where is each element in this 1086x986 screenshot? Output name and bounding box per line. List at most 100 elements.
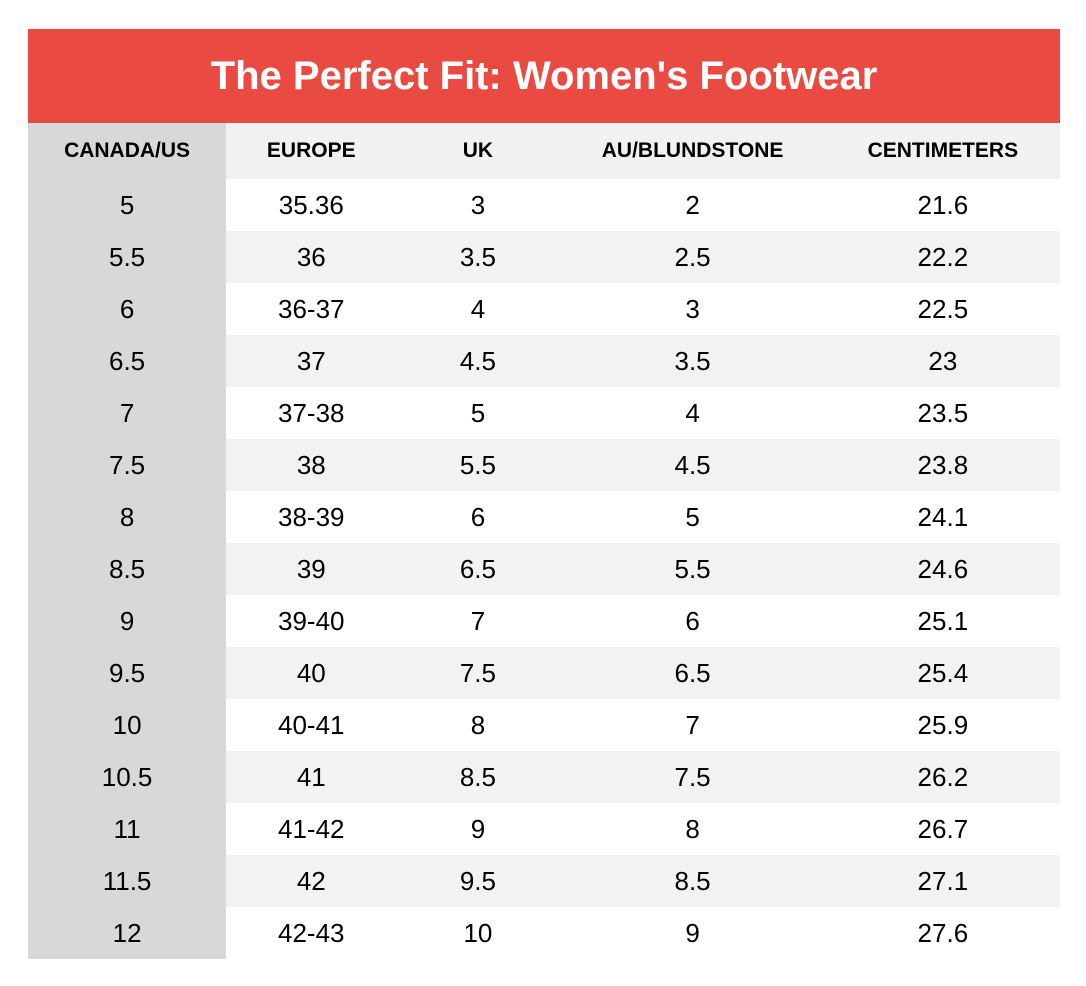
- table-cell-uk: 9: [396, 803, 560, 855]
- table-cell-europe: 35.36: [226, 179, 397, 231]
- table-cell-canada-us: 11.5: [28, 855, 227, 907]
- table-cell-au-blundstone: 4: [559, 387, 826, 439]
- table-cell-au-blundstone: 4.5: [559, 439, 826, 491]
- table-cell-au-blundstone: 6: [559, 595, 826, 647]
- table-row: 5 35.36 3 2 21.6: [28, 179, 1060, 231]
- table-cell-europe: 40: [226, 647, 397, 699]
- table-cell-uk: 5: [396, 387, 560, 439]
- table-cell-au-blundstone: 8: [559, 803, 826, 855]
- table-row: 12 42-43 10 9 27.6: [28, 907, 1060, 959]
- table-row: 10.5 41 8.5 7.5 26.2: [28, 751, 1060, 803]
- table-cell-europe: 37-38: [226, 387, 397, 439]
- table-cell-canada-us: 6.5: [28, 335, 227, 387]
- table-cell-au-blundstone: 7.5: [559, 751, 826, 803]
- table-cell-canada-us: 7: [28, 387, 227, 439]
- table-cell-europe: 40-41: [226, 699, 397, 751]
- table-cell-europe: 42: [226, 855, 397, 907]
- table-cell-uk: 3.5: [396, 231, 560, 283]
- table-cell-europe: 42-43: [226, 907, 397, 959]
- table-cell-canada-us: 9.5: [28, 647, 227, 699]
- table-cell-canada-us: 11: [28, 803, 227, 855]
- table-cell-centimeters: 26.2: [825, 751, 1060, 803]
- table-row: 6 36-37 4 3 22.5: [28, 283, 1060, 335]
- table-cell-uk: 9.5: [396, 855, 560, 907]
- table-cell-uk: 4.5: [396, 335, 560, 387]
- table-cell-europe: 38-39: [226, 491, 397, 543]
- table-cell-europe: 39-40: [226, 595, 397, 647]
- size-chart-infographic: The Perfect Fit: Women's Footwear CANADA…: [28, 29, 1060, 959]
- table-cell-canada-us: 6: [28, 283, 227, 335]
- table-cell-uk: 5.5: [396, 439, 560, 491]
- table-cell-europe: 37: [226, 335, 397, 387]
- table-cell-canada-us: 10: [28, 699, 227, 751]
- table-cell-uk: 6: [396, 491, 560, 543]
- table-row: 9.5 40 7.5 6.5 25.4: [28, 647, 1060, 699]
- table-cell-uk: 4: [396, 283, 560, 335]
- table-cell-europe: 41-42: [226, 803, 397, 855]
- page-title: The Perfect Fit: Women's Footwear: [210, 53, 878, 98]
- table-row: 6.5 37 4.5 3.5 23: [28, 335, 1060, 387]
- table-cell-au-blundstone: 7: [559, 699, 826, 751]
- table-cell-europe: 36-37: [226, 283, 397, 335]
- table-cell-canada-us: 5.5: [28, 231, 227, 283]
- table-cell-canada-us: 5: [28, 179, 227, 231]
- table-cell-uk: 3: [396, 179, 560, 231]
- table-cell-au-blundstone: 2.5: [559, 231, 826, 283]
- header-row: CANADA/US EUROPE UK AU/BLUNDSTONE CENTIMETER…: [28, 123, 1060, 179]
- table-row: 10 40-41 8 7 25.9: [28, 699, 1060, 751]
- table-cell-au-blundstone: 5.5: [559, 543, 826, 595]
- table-cell-au-blundstone: 8.5: [559, 855, 826, 907]
- table-cell-centimeters: 26.7: [825, 803, 1060, 855]
- table-cell-canada-us: 7.5: [28, 439, 227, 491]
- column-header-au-blundstone: AU/BLUNDSTONE: [559, 123, 826, 179]
- table-row: 11.5 42 9.5 8.5 27.1: [28, 855, 1060, 907]
- table-cell-uk: 8.5: [396, 751, 560, 803]
- table-body: 5 35.36 3 2 21.6 5.5 36 3.5 2.5 22.2 6 36-37 4 3 22.5 6…: [28, 179, 1060, 959]
- table-cell-europe: 38: [226, 439, 397, 491]
- table-cell-uk: 10: [396, 907, 560, 959]
- table-row: 7.5 38 5.5 4.5 23.8: [28, 439, 1060, 491]
- table-cell-centimeters: 25.1: [825, 595, 1060, 647]
- table-row: 8 38-39 6 5 24.1: [28, 491, 1060, 543]
- table-cell-uk: 7: [396, 595, 560, 647]
- table-cell-centimeters: 23: [825, 335, 1060, 387]
- table-row: 8.5 39 6.5 5.5 24.6: [28, 543, 1060, 595]
- table-cell-centimeters: 22.2: [825, 231, 1060, 283]
- table-cell-centimeters: 24.6: [825, 543, 1060, 595]
- table-row: 9 39-40 7 6 25.1: [28, 595, 1060, 647]
- table-cell-canada-us: 9: [28, 595, 227, 647]
- column-header-europe: EUROPE: [226, 123, 397, 179]
- table-cell-centimeters: 25.4: [825, 647, 1060, 699]
- table-cell-canada-us: 12: [28, 907, 227, 959]
- table-cell-au-blundstone: 3: [559, 283, 826, 335]
- table-row: 11 41-42 9 8 26.7: [28, 803, 1060, 855]
- table-cell-uk: 7.5: [396, 647, 560, 699]
- title-banner: The Perfect Fit: Women's Footwear: [28, 29, 1060, 123]
- table-cell-au-blundstone: 3.5: [559, 335, 826, 387]
- table-cell-centimeters: 24.1: [825, 491, 1060, 543]
- table-cell-uk: 6.5: [396, 543, 560, 595]
- table-row: 7 37-38 5 4 23.5: [28, 387, 1060, 439]
- table-cell-centimeters: 27.1: [825, 855, 1060, 907]
- table-cell-centimeters: 23.5: [825, 387, 1060, 439]
- table-cell-uk: 8: [396, 699, 560, 751]
- table-cell-canada-us: 8.5: [28, 543, 227, 595]
- table-cell-europe: 36: [226, 231, 397, 283]
- table-cell-au-blundstone: 5: [559, 491, 826, 543]
- table-cell-centimeters: 22.5: [825, 283, 1060, 335]
- table-cell-au-blundstone: 2: [559, 179, 826, 231]
- table-cell-au-blundstone: 9: [559, 907, 826, 959]
- table-cell-canada-us: 10.5: [28, 751, 227, 803]
- table-row: 5.5 36 3.5 2.5 22.2: [28, 231, 1060, 283]
- table-cell-europe: 41: [226, 751, 397, 803]
- table-cell-centimeters: 21.6: [825, 179, 1060, 231]
- table-cell-europe: 39: [226, 543, 397, 595]
- table-cell-centimeters: 25.9: [825, 699, 1060, 751]
- table-cell-centimeters: 23.8: [825, 439, 1060, 491]
- table-cell-centimeters: 27.6: [825, 907, 1060, 959]
- table-cell-au-blundstone: 6.5: [559, 647, 826, 699]
- table-cell-canada-us: 8: [28, 491, 227, 543]
- column-header-centimeters: CENTIMETERS: [825, 123, 1060, 179]
- column-header-uk: UK: [396, 123, 560, 179]
- column-header-canada-us: CANADA/US: [28, 123, 227, 179]
